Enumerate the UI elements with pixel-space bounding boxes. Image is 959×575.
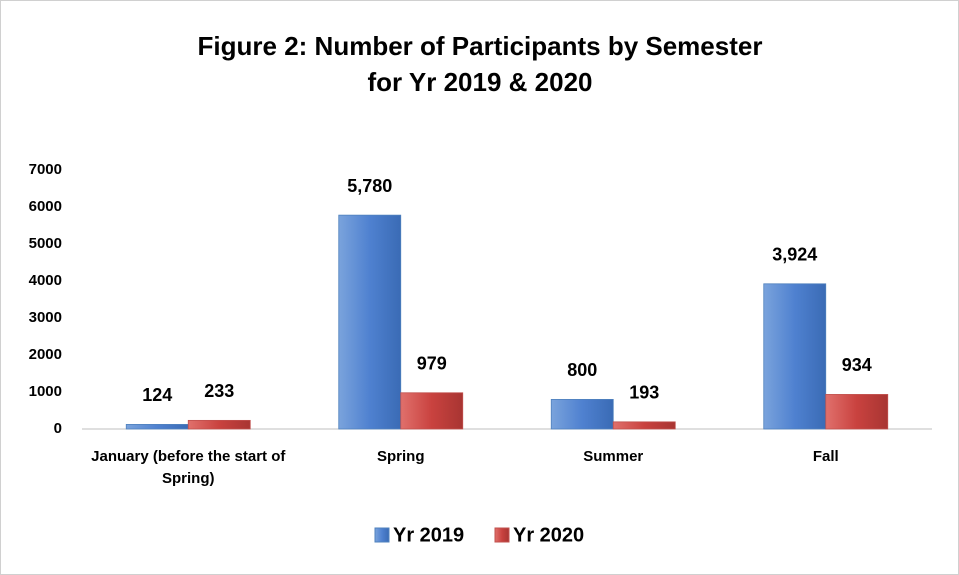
- data-label: 3,924: [772, 245, 817, 265]
- legend-swatch: [494, 527, 510, 543]
- data-label: 800: [567, 360, 597, 380]
- bar: [338, 214, 402, 430]
- data-label: 5,780: [347, 176, 392, 196]
- y-tick-label: 4000: [29, 272, 62, 289]
- data-label: 934: [842, 355, 872, 375]
- y-tick-label: 0: [54, 420, 62, 437]
- bar: [612, 421, 676, 430]
- legend-swatch: [374, 527, 390, 543]
- x-tick-label: January (before the start of Spring): [91, 448, 286, 487]
- x-tick-label: Spring: [377, 448, 425, 465]
- x-tick-label: Fall: [812, 448, 839, 465]
- y-tick-label: 5000: [29, 235, 62, 252]
- data-label: 193: [629, 383, 659, 403]
- chart-title: Figure 2: Number of Participants by Seme…: [198, 31, 763, 61]
- bar: [763, 283, 827, 430]
- y-tick-label: 1000: [29, 383, 62, 400]
- data-label: 979: [417, 354, 447, 374]
- bar: [400, 392, 464, 430]
- bar: [825, 394, 889, 430]
- legend-label: Yr 2019: [393, 524, 464, 546]
- y-tick-label: 3000: [29, 309, 62, 326]
- chart-title: for Yr 2019 & 2020: [368, 67, 593, 97]
- y-tick-label: 7000: [29, 161, 62, 178]
- y-tick-label: 2000: [29, 346, 62, 363]
- bar: [550, 398, 614, 430]
- data-label: 124: [142, 385, 172, 405]
- data-label: 233: [204, 381, 234, 401]
- bar: [187, 419, 251, 430]
- legend-label: Yr 2020: [513, 524, 584, 546]
- bar: [125, 424, 189, 430]
- x-tick-label: Summer: [583, 448, 644, 465]
- y-tick-label: 6000: [29, 198, 62, 215]
